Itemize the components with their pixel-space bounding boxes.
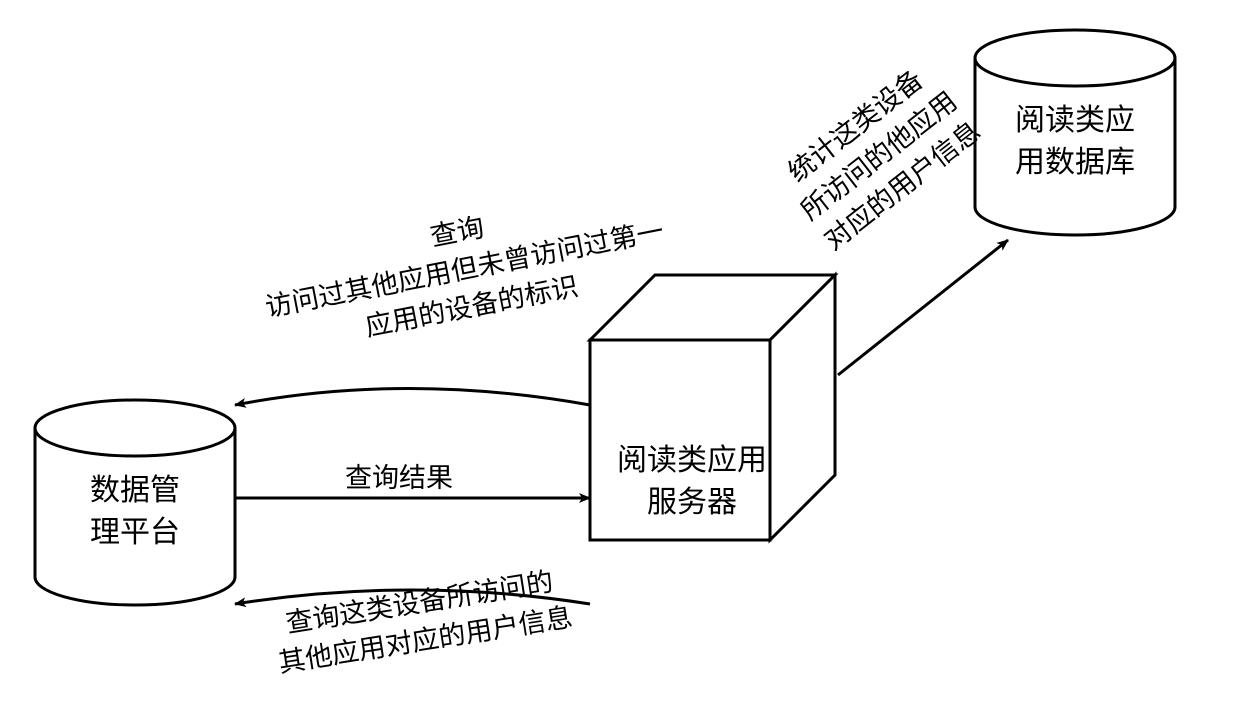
edge-label-result: 查询结果 — [345, 460, 453, 498]
node-label-right_db: 阅读类应 用数据库 — [1015, 100, 1135, 184]
node-label-left_db: 数据管 理平台 — [90, 470, 180, 554]
diagram-canvas: 数据管 理平台阅读类应 用数据库阅读类应用 服务器查询 访问过其他应用但未曾访问… — [0, 0, 1240, 721]
node-label-server: 阅读类应用 服务器 — [617, 440, 767, 524]
